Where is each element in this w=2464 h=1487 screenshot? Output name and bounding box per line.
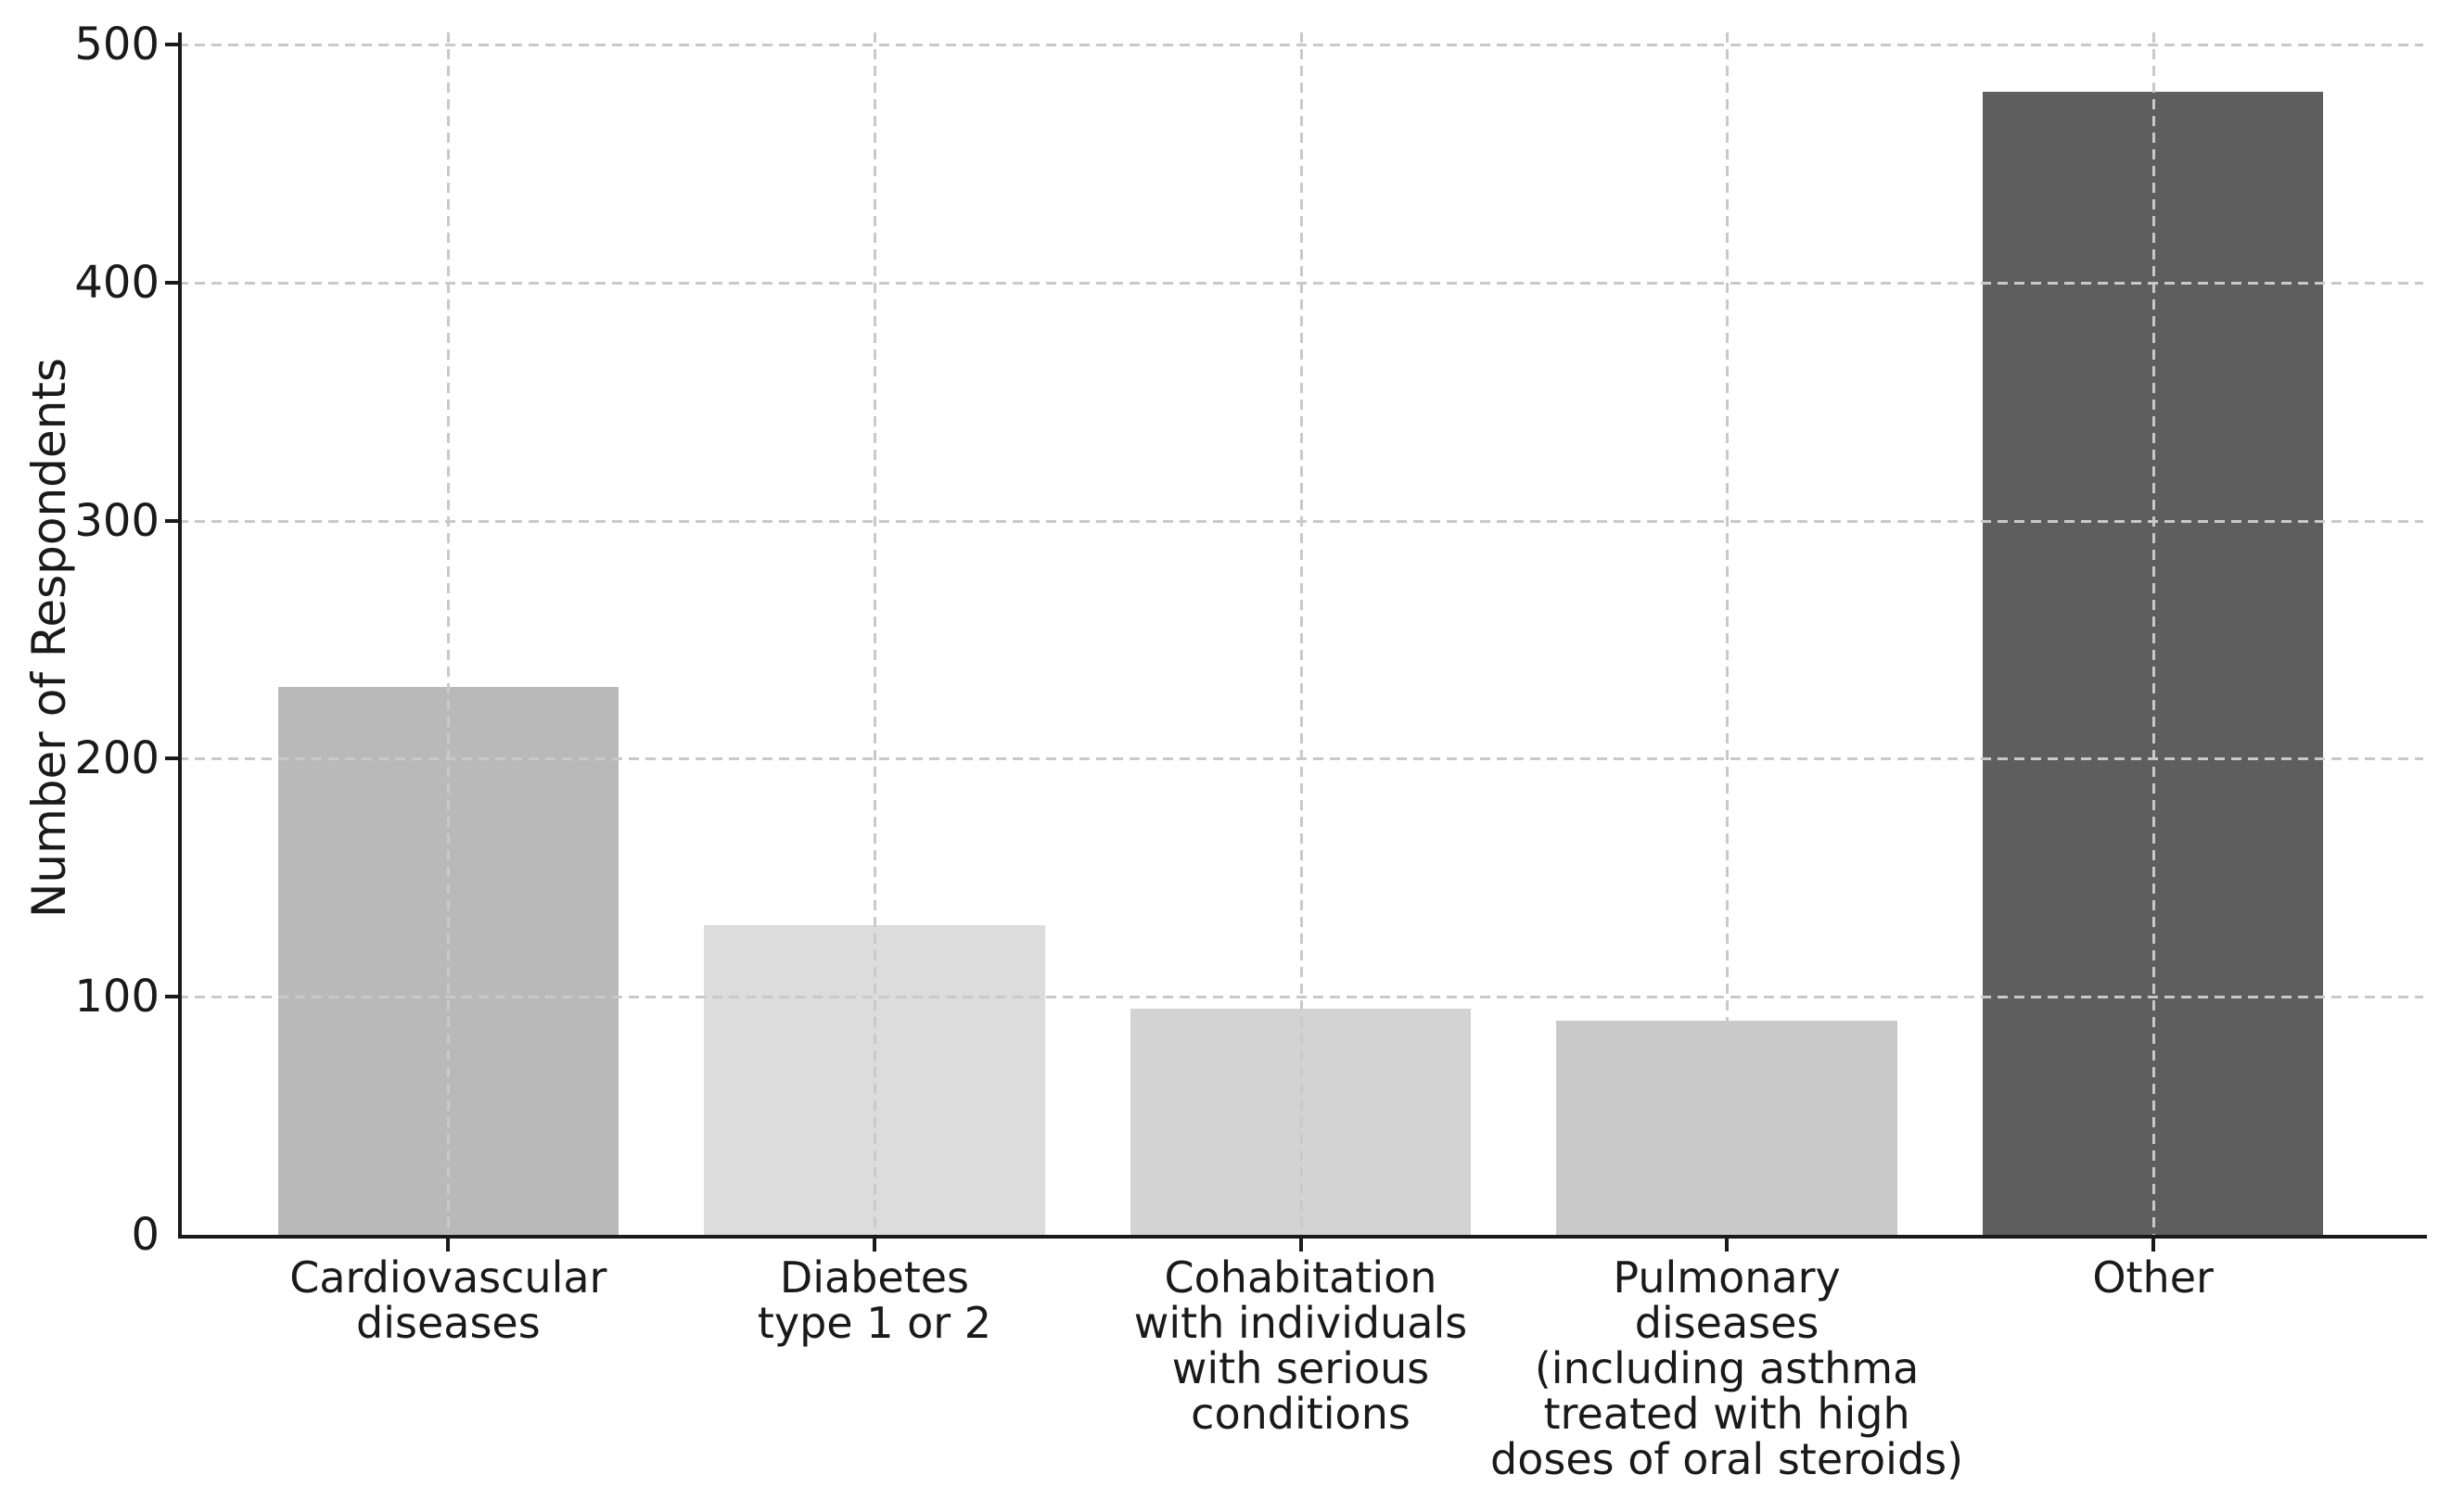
y-tick-label-300: 300 — [74, 494, 160, 547]
y-tick-label-100: 100 — [74, 971, 160, 1023]
x-tick-label-0: Cardiovascular diseases — [289, 1252, 607, 1348]
y-tick-mark-400 — [165, 280, 178, 285]
x-tick-label-4: Other — [2092, 1252, 2214, 1303]
y-tick-label-200: 200 — [74, 732, 160, 785]
x-tick-label-3: Pulmonary diseases (including asthma tre… — [1490, 1252, 1964, 1484]
y-tick-label-500: 500 — [74, 18, 160, 70]
x-tick-mark-4 — [2151, 1239, 2155, 1252]
x-gridline-1 — [873, 32, 876, 1235]
x-tick-mark-2 — [1298, 1239, 1303, 1252]
x-tick-label-1: Diabetes type 1 or 2 — [757, 1252, 992, 1348]
plot-area — [178, 32, 2427, 1239]
x-tick-mark-0 — [446, 1239, 451, 1252]
y-tick-mark-300 — [165, 518, 178, 523]
x-gridline-2 — [1299, 32, 1303, 1235]
x-gridline-4 — [2151, 32, 2155, 1235]
y-tick-mark-200 — [165, 756, 178, 761]
y-tick-label-400: 400 — [74, 256, 160, 309]
x-gridline-0 — [447, 32, 451, 1235]
x-tick-label-2: Cohabitation with individuals with serio… — [1133, 1252, 1468, 1439]
y-tick-mark-100 — [165, 995, 178, 999]
y-tick-label-0: 0 — [131, 1209, 160, 1261]
y-axis-label: Number of Respondents — [22, 357, 76, 919]
x-tick-mark-3 — [1725, 1239, 1730, 1252]
x-tick-mark-1 — [872, 1239, 876, 1252]
x-gridline-3 — [1726, 32, 1730, 1235]
y-tick-mark-500 — [165, 42, 178, 46]
